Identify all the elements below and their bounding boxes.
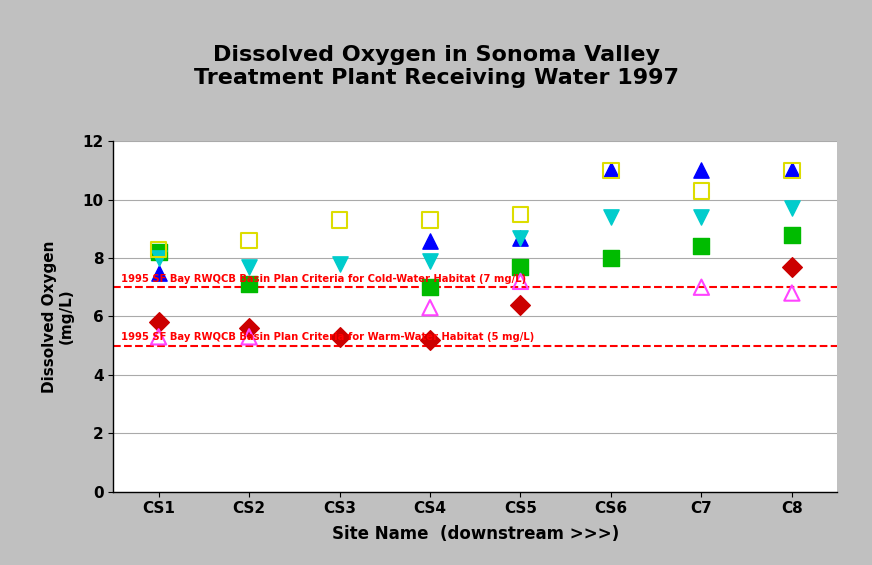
Point [694, 212, 708, 221]
Point [152, 247, 166, 257]
Point [242, 236, 256, 245]
Point [785, 166, 799, 175]
Point [604, 212, 618, 221]
Point [514, 300, 528, 309]
Point [332, 215, 346, 224]
Point [514, 262, 528, 271]
Text: Dissolved Oxygen in Sonoma Valley
Treatment Plant Receiving Water 1997: Dissolved Oxygen in Sonoma Valley Treatm… [194, 45, 678, 88]
Point [152, 254, 166, 263]
Point [694, 242, 708, 251]
Point [152, 318, 166, 327]
Point [423, 282, 437, 292]
Point [694, 186, 708, 195]
Point [514, 233, 528, 242]
Point [514, 277, 528, 286]
Point [604, 166, 618, 175]
Point [785, 204, 799, 213]
Point [242, 262, 256, 271]
Point [423, 303, 437, 312]
Point [694, 166, 708, 175]
Point [785, 230, 799, 239]
Point [785, 262, 799, 271]
Point [604, 254, 618, 263]
Point [694, 282, 708, 292]
Point [332, 259, 346, 268]
Point [152, 332, 166, 341]
Point [242, 332, 256, 341]
Point [514, 210, 528, 219]
Point [785, 289, 799, 298]
X-axis label: Site Name  (downstream >>>): Site Name (downstream >>>) [331, 525, 619, 542]
Point [152, 268, 166, 277]
Point [242, 324, 256, 333]
Point [423, 335, 437, 344]
Point [332, 332, 346, 341]
Point [423, 257, 437, 266]
Point [423, 236, 437, 245]
Point [604, 166, 618, 175]
Point [514, 233, 528, 242]
Text: 1995 SF Bay RWQCB Basin Plan Criteria for Cold-Water Habitat (7 mg/L): 1995 SF Bay RWQCB Basin Plan Criteria fo… [120, 273, 526, 284]
Point [423, 215, 437, 224]
Y-axis label: Dissolved Oxygen
(mg/L): Dissolved Oxygen (mg/L) [42, 240, 74, 393]
Point [785, 166, 799, 175]
Text: 1995 SF Bay RWQCB Basin Plan Criteria for Warm-Water Habitat (5 mg/L): 1995 SF Bay RWQCB Basin Plan Criteria fo… [120, 332, 534, 342]
Point [242, 280, 256, 289]
Point [152, 245, 166, 254]
